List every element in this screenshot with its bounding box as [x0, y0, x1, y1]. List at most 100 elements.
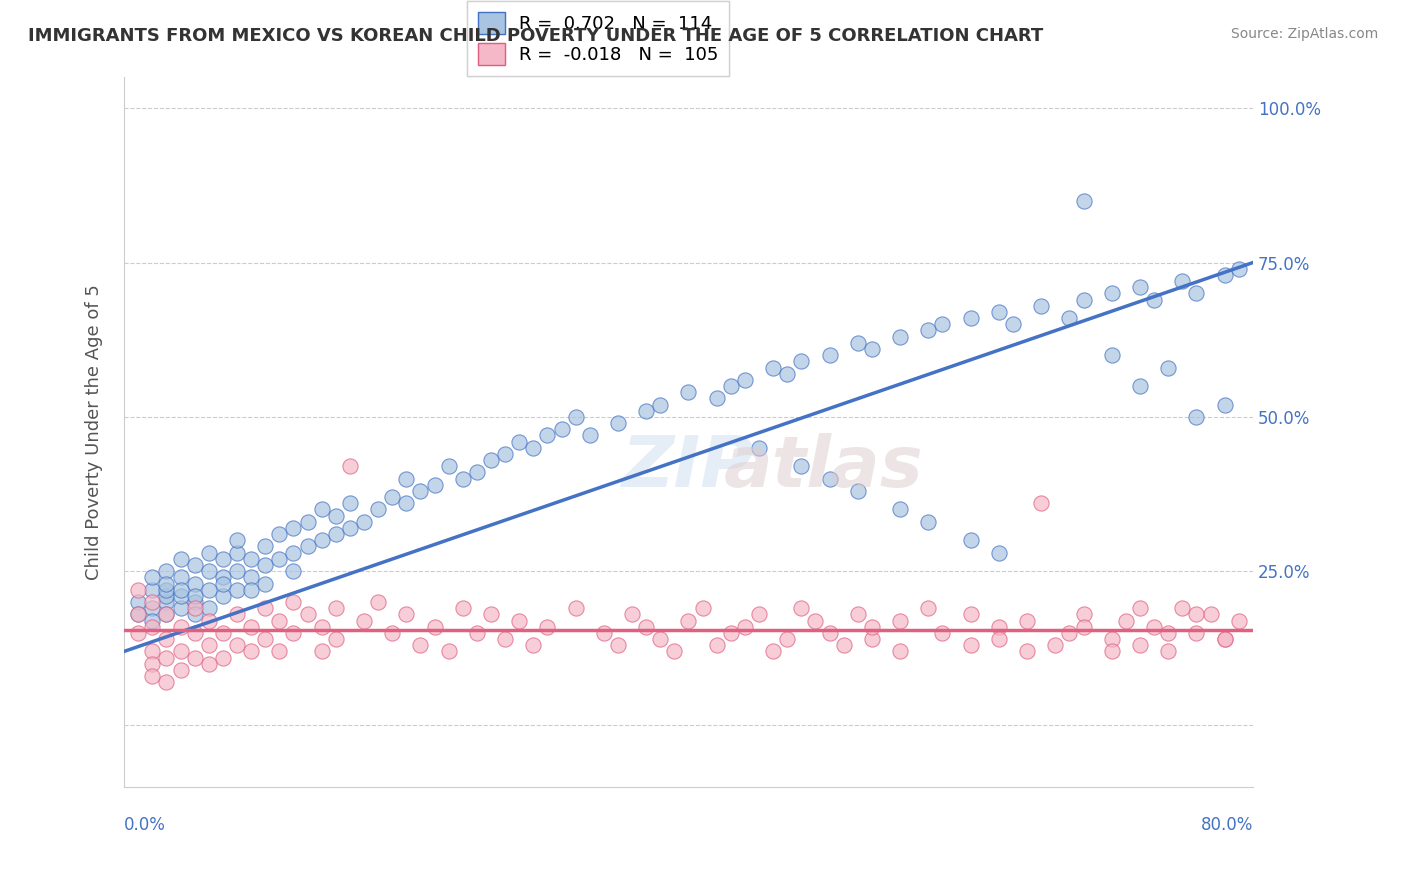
Point: [931, 318, 953, 332]
Point: [578, 428, 600, 442]
Point: [353, 614, 375, 628]
Point: [197, 657, 219, 671]
Point: [127, 607, 149, 622]
Point: [183, 589, 205, 603]
Point: [762, 360, 785, 375]
Point: [706, 392, 728, 406]
Point: [1073, 620, 1095, 634]
Point: [536, 428, 558, 442]
Point: [1185, 607, 1208, 622]
Point: [1073, 607, 1095, 622]
Point: [1031, 299, 1053, 313]
Point: [155, 582, 177, 597]
Point: [508, 434, 530, 449]
Point: [1157, 626, 1180, 640]
Point: [678, 614, 700, 628]
Point: [127, 595, 149, 609]
Point: [762, 644, 785, 658]
Point: [395, 472, 418, 486]
Point: [155, 675, 177, 690]
Point: [395, 607, 418, 622]
Point: [592, 626, 614, 640]
Point: [212, 650, 235, 665]
Point: [776, 367, 799, 381]
Point: [1199, 607, 1222, 622]
Point: [607, 416, 630, 430]
Point: [1045, 638, 1067, 652]
Point: [917, 323, 939, 337]
Point: [311, 644, 333, 658]
Point: [395, 496, 418, 510]
Point: [197, 546, 219, 560]
Point: [522, 638, 544, 652]
Point: [790, 459, 813, 474]
Point: [889, 644, 911, 658]
Point: [1001, 318, 1024, 332]
Point: [987, 305, 1010, 319]
Point: [832, 638, 855, 652]
Text: IMMIGRANTS FROM MEXICO VS KOREAN CHILD POVERTY UNDER THE AGE OF 5 CORRELATION CH: IMMIGRANTS FROM MEXICO VS KOREAN CHILD P…: [28, 27, 1043, 45]
Point: [339, 459, 361, 474]
Point: [931, 626, 953, 640]
Point: [1101, 286, 1123, 301]
Point: [451, 601, 474, 615]
Point: [197, 601, 219, 615]
Point: [155, 650, 177, 665]
Point: [846, 335, 869, 350]
Point: [1213, 268, 1236, 282]
Point: [959, 533, 981, 548]
Point: [1017, 644, 1039, 658]
Point: [269, 614, 291, 628]
Point: [155, 595, 177, 609]
Point: [325, 601, 347, 615]
Point: [860, 632, 883, 646]
Point: [720, 626, 742, 640]
Point: [1185, 409, 1208, 424]
Point: [1059, 311, 1081, 326]
Point: [748, 607, 770, 622]
Point: [155, 607, 177, 622]
Point: [254, 576, 277, 591]
Point: [1101, 632, 1123, 646]
Point: [776, 632, 799, 646]
Point: [297, 515, 319, 529]
Point: [479, 453, 502, 467]
Point: [240, 570, 263, 584]
Point: [367, 502, 389, 516]
Point: [254, 632, 277, 646]
Point: [917, 601, 939, 615]
Point: [169, 589, 191, 603]
Point: [141, 644, 163, 658]
Point: [240, 644, 263, 658]
Point: [226, 546, 249, 560]
Point: [1143, 293, 1166, 307]
Point: [636, 620, 658, 634]
Text: atlas: atlas: [724, 434, 924, 502]
Point: [734, 373, 756, 387]
Point: [692, 601, 714, 615]
Point: [226, 564, 249, 578]
Point: [818, 472, 841, 486]
Point: [127, 582, 149, 597]
Point: [169, 663, 191, 677]
Point: [212, 551, 235, 566]
Point: [141, 595, 163, 609]
Point: [169, 582, 191, 597]
Point: [889, 329, 911, 343]
Point: [155, 589, 177, 603]
Point: [889, 614, 911, 628]
Point: [226, 638, 249, 652]
Point: [818, 626, 841, 640]
Point: [1129, 379, 1152, 393]
Point: [283, 595, 305, 609]
Point: [283, 546, 305, 560]
Point: [141, 601, 163, 615]
Point: [678, 385, 700, 400]
Point: [734, 620, 756, 634]
Point: [254, 558, 277, 572]
Point: [1185, 286, 1208, 301]
Point: [650, 632, 672, 646]
Point: [1171, 601, 1194, 615]
Point: [127, 607, 149, 622]
Point: [1129, 280, 1152, 294]
